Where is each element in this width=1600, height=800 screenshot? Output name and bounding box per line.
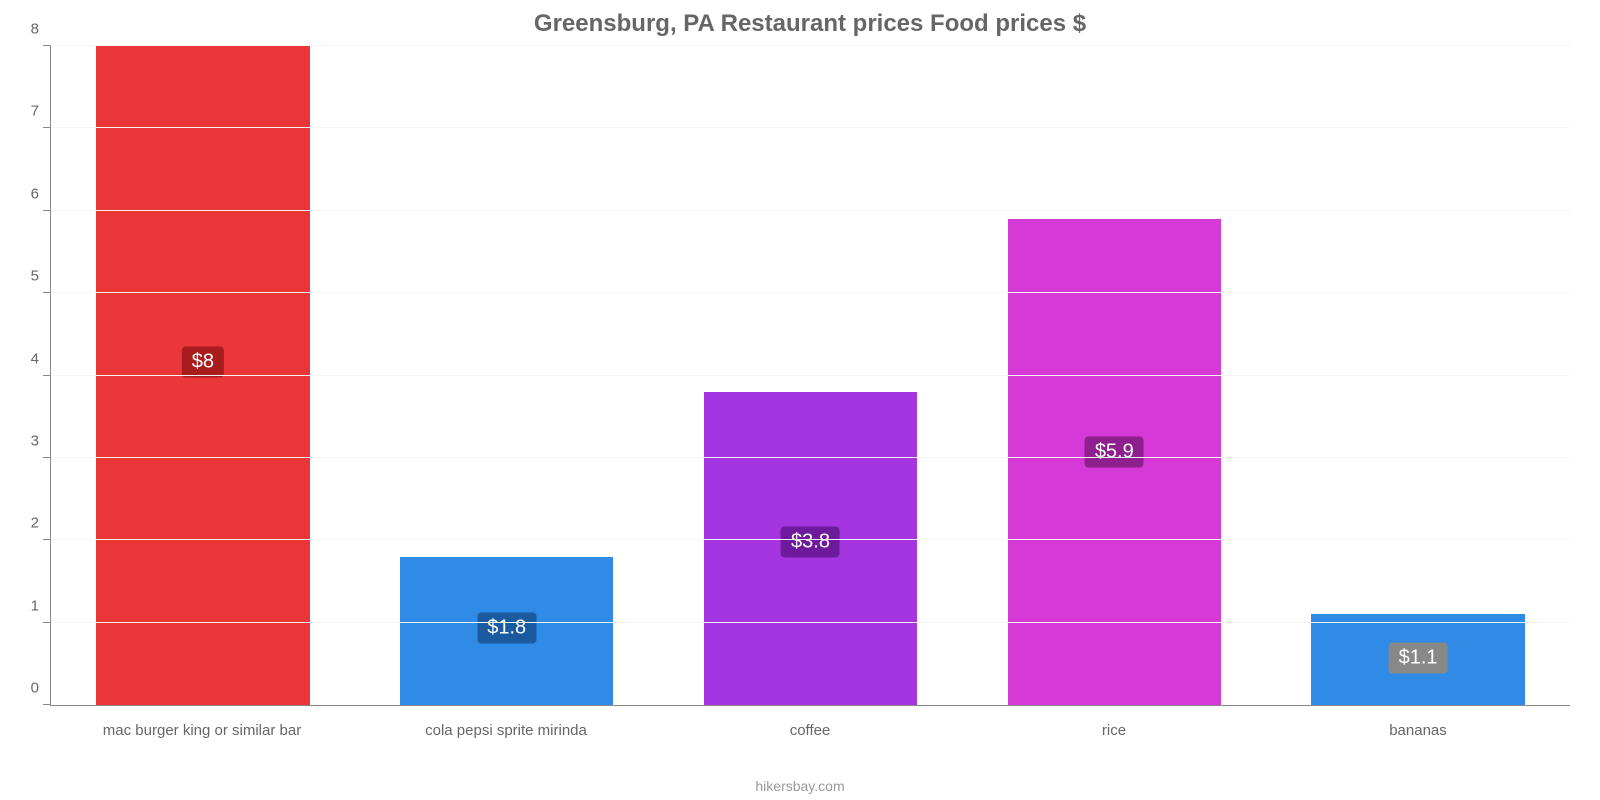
y-tick — [43, 457, 51, 458]
gridline — [51, 292, 1570, 293]
y-tick — [43, 292, 51, 293]
plot-area: $8$1.8$3.8$5.9$1.1 012345678 — [50, 46, 1570, 706]
x-axis-label: mac burger king or similar bar — [65, 722, 339, 739]
x-axis-label: rice — [977, 722, 1251, 739]
y-tick-label: 4 — [31, 350, 51, 367]
gridline — [51, 457, 1570, 458]
gridline — [51, 539, 1570, 540]
bar: $1.8 — [400, 557, 613, 705]
bar: $8 — [96, 46, 309, 705]
y-tick — [43, 210, 51, 211]
x-axis-labels: mac burger king or similar bar cola pepsi… — [50, 722, 1570, 739]
y-tick — [43, 127, 51, 128]
bar-value-label: $3.8 — [781, 527, 840, 558]
gridline — [51, 622, 1570, 623]
bar-slot: $8 — [66, 46, 339, 705]
chart-title: Greensburg, PA Restaurant prices Food pr… — [50, 10, 1570, 38]
bar-value-label: $1.8 — [477, 612, 536, 643]
y-tick-label: 2 — [31, 515, 51, 532]
y-tick — [43, 375, 51, 376]
bar-value-label: $5.9 — [1085, 437, 1144, 468]
y-tick-label: 1 — [31, 597, 51, 614]
gridline — [51, 210, 1570, 211]
gridline — [51, 45, 1570, 46]
y-tick — [43, 45, 51, 46]
y-tick-label: 0 — [31, 680, 51, 697]
y-tick-label: 3 — [31, 432, 51, 449]
y-tick — [43, 704, 51, 705]
bar: $1.1 — [1311, 614, 1524, 705]
gridline — [51, 127, 1570, 128]
y-tick-label: 8 — [31, 21, 51, 38]
bar-value-label: $1.1 — [1389, 642, 1448, 673]
gridline — [51, 375, 1570, 376]
y-tick — [43, 622, 51, 623]
bar: $3.8 — [704, 392, 917, 705]
x-axis-label: coffee — [673, 722, 947, 739]
bar-slot: $1.8 — [370, 46, 643, 705]
y-tick-label: 6 — [31, 185, 51, 202]
bar-slot: $1.1 — [1281, 46, 1554, 705]
bar-slot: $5.9 — [978, 46, 1251, 705]
chart-footer: hikersbay.com — [0, 778, 1600, 794]
bars-row: $8 $1.8 $3.8 $5.9 $1.1 — [51, 46, 1570, 705]
bar-slot: $3.8 — [674, 46, 947, 705]
y-tick-label: 7 — [31, 103, 51, 120]
y-tick-label: 5 — [31, 268, 51, 285]
x-axis-label: bananas — [1281, 722, 1555, 739]
y-tick — [43, 539, 51, 540]
bar-value-label: $8 — [182, 347, 224, 378]
x-axis-label: cola pepsi sprite mirinda — [369, 722, 643, 739]
chart-container: Greensburg, PA Restaurant prices Food pr… — [0, 0, 1600, 800]
